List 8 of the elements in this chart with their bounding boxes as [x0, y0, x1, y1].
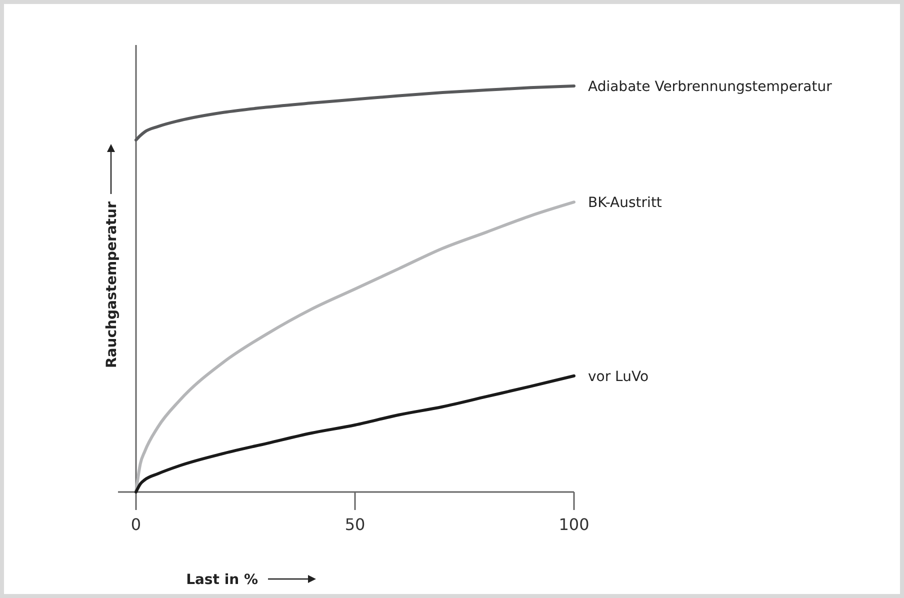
x-tick-label: 100 — [558, 515, 590, 534]
x-tick-label: 50 — [344, 515, 366, 534]
y-axis-title: Rauchgastemperatur — [104, 201, 120, 368]
series-label: Adiabate Verbrennungstemperatur — [588, 79, 832, 95]
x-tick-label: 0 — [130, 515, 142, 534]
series-label: BK-Austritt — [588, 195, 662, 212]
x-axis-title: Last in % — [186, 572, 258, 588]
series-label: vor LuVo — [588, 368, 649, 385]
